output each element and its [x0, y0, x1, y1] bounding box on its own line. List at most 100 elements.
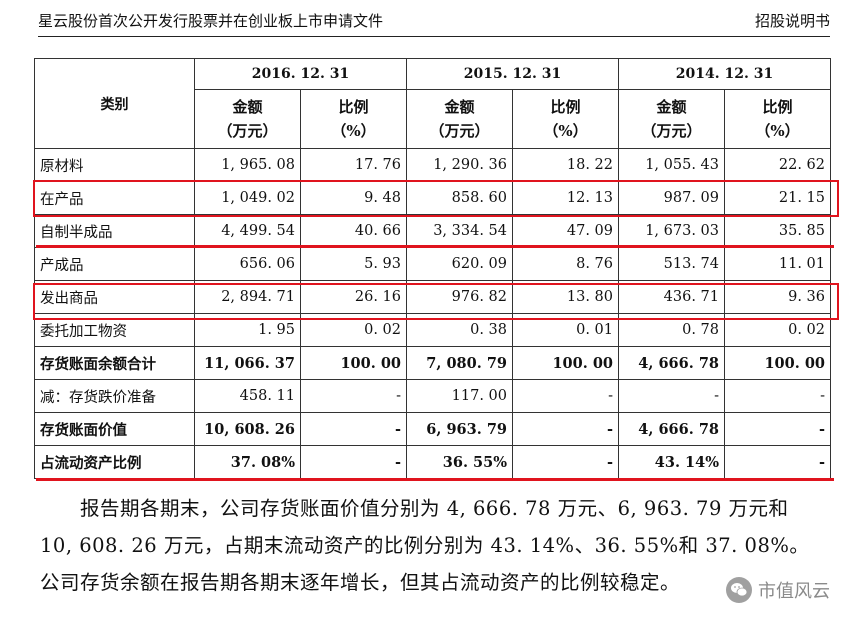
table-cell: 0. 38: [406, 313, 513, 347]
table-cell: 976. 82: [406, 280, 513, 314]
wechat-icon: [726, 577, 752, 603]
table-row-wip: 在产品 1, 049. 02 9. 48 858. 60 12. 13 987.…: [34, 181, 831, 215]
year-header-2014: 2014. 12. 31: [618, 58, 831, 90]
table-cell: 40. 66: [300, 214, 407, 248]
paragraph-line: 报告期各期末，公司存货账面价值分别为 4, 666. 78 万元、6, 963.…: [80, 497, 789, 520]
table-cell: 4, 499. 54: [194, 214, 301, 248]
table-cell: 100. 00: [512, 346, 619, 380]
table-row-finished-goods: 产成品 656. 06 5. 93 620. 09 8. 76 513. 74 …: [34, 247, 831, 281]
table-cell: 1, 673. 03: [618, 214, 725, 248]
table-row-impairment: 减：存货跌价准备 458. 11 - 117. 00 - - -: [34, 379, 831, 413]
summary-paragraph: 报告期各期末，公司存货账面价值分别为 4, 666. 78 万元、6, 963.…: [40, 490, 840, 601]
table-cell: 100. 00: [300, 346, 407, 380]
table-cell: -: [512, 379, 619, 413]
row-label: 原材料: [34, 148, 195, 182]
table-cell: -: [724, 379, 831, 413]
table-row-semi-finished: 自制半成品 4, 499. 54 40. 66 3, 334. 54 47. 0…: [34, 214, 831, 248]
table-cell: 8. 76: [512, 247, 619, 281]
amount-header: 金额 （万元）: [406, 89, 513, 149]
ratio-header: 比例 （%）: [512, 89, 619, 149]
table-cell: 9. 36: [724, 280, 831, 314]
table-row-goods-shipped: 发出商品 2, 894. 71 26. 16 976. 82 13. 80 43…: [34, 280, 831, 314]
table-cell: 12. 13: [512, 181, 619, 215]
table-cell: -: [724, 412, 831, 446]
table-cell: 47. 09: [512, 214, 619, 248]
table-cell: 117. 00: [406, 379, 513, 413]
table-cell: -: [512, 412, 619, 446]
red-underline-current-asset-ratio: [36, 478, 834, 481]
table-row-current-asset-ratio: 占流动资产比例 37. 08% - 36. 55% - 43. 14% -: [34, 445, 831, 479]
table-cell: 858. 60: [406, 181, 513, 215]
table-cell: 26. 16: [300, 280, 407, 314]
table-cell: 18. 22: [512, 148, 619, 182]
row-label: 自制半成品: [34, 214, 195, 248]
table-cell: 1, 049. 02: [194, 181, 301, 215]
year-header-2016: 2016. 12. 31: [194, 58, 407, 90]
table-cell: 656. 06: [194, 247, 301, 281]
watermark-text: 市值风云: [758, 581, 830, 602]
table-cell: 513. 74: [618, 247, 725, 281]
table-cell: 11. 01: [724, 247, 831, 281]
table-cell: 0. 01: [512, 313, 619, 347]
row-label: 占流动资产比例: [34, 445, 195, 479]
table-cell: 458. 11: [194, 379, 301, 413]
document-type: 招股说明书: [754, 12, 830, 30]
table-cell: -: [300, 412, 407, 446]
row-label: 存货账面余额合计: [34, 346, 195, 380]
table-cell: 35. 85: [724, 214, 831, 248]
table-cell: 37. 08%: [194, 445, 301, 479]
row-label: 产成品: [34, 247, 195, 281]
amount-header: 金额 （万元）: [194, 89, 301, 149]
row-label: 减：存货跌价准备: [34, 379, 195, 413]
table-cell: 43. 14%: [618, 445, 725, 479]
table-cell: 4, 666. 78: [618, 346, 725, 380]
table-cell: 9. 48: [300, 181, 407, 215]
paragraph-line: 10, 608. 26 万元，占期末流动资产的比例分别为 43. 14%、36.…: [40, 534, 810, 557]
table-row-gross-total: 存货账面余额合计 11, 066. 37 100. 00 7, 080. 79 …: [34, 346, 831, 380]
table-cell: -: [512, 445, 619, 479]
table-cell: 5. 93: [300, 247, 407, 281]
document-title: 星云股份首次公开发行股票并在创业板上市申请文件: [38, 12, 384, 30]
table-cell: 7, 080. 79: [406, 346, 513, 380]
table-cell: 17. 76: [300, 148, 407, 182]
table-cell: 987. 09: [618, 181, 725, 215]
table-cell: 13. 80: [512, 280, 619, 314]
ratio-header: 比例 （%）: [300, 89, 407, 149]
table-row-raw-materials: 原材料 1, 965. 08 17. 76 1, 290. 36 18. 22 …: [34, 148, 831, 182]
row-label: 委托加工物资: [34, 313, 195, 347]
table-cell: 21. 15: [724, 181, 831, 215]
table-cell: 620. 09: [406, 247, 513, 281]
table-row-net-value: 存货账面价值 10, 608. 26 - 6, 963. 79 - 4, 666…: [34, 412, 831, 446]
category-header: 类别: [34, 58, 195, 149]
table-cell: 2, 894. 71: [194, 280, 301, 314]
watermark: 市值风云: [726, 574, 844, 606]
paragraph-line: 公司存货余额在报告期各期末逐年增长，但其占流动资产的比例较稳定。: [40, 571, 681, 594]
table-cell: -: [724, 445, 831, 479]
amount-header: 金额 （万元）: [618, 89, 725, 149]
table-cell: 4, 666. 78: [618, 412, 725, 446]
table-cell: 6, 963. 79: [406, 412, 513, 446]
row-label: 存货账面价值: [34, 412, 195, 446]
table-cell: 11, 066. 37: [194, 346, 301, 380]
ratio-header: 比例 （%）: [724, 89, 831, 149]
table-cell: 1, 965. 08: [194, 148, 301, 182]
table-cell: -: [300, 379, 407, 413]
table-cell: 1. 95: [194, 313, 301, 347]
table-cell: 100. 00: [724, 346, 831, 380]
table-row-consigned-materials: 委托加工物资 1. 95 0. 02 0. 38 0. 01 0. 78 0. …: [34, 313, 831, 347]
table-cell: 1, 055. 43: [618, 148, 725, 182]
page-header: 星云股份首次公开发行股票并在创业板上市申请文件 招股说明书: [38, 8, 830, 37]
row-label: 在产品: [34, 181, 195, 215]
red-underline-semi-finished: [36, 245, 834, 248]
row-label: 发出商品: [34, 280, 195, 314]
table-cell: 36. 55%: [406, 445, 513, 479]
table-cell: 0. 02: [724, 313, 831, 347]
table-cell: -: [618, 379, 725, 413]
inventory-table: 类别 2016. 12. 31 2015. 12. 31 2014. 12. 3…: [34, 58, 831, 479]
table-cell: -: [300, 445, 407, 479]
table-cell: 436. 71: [618, 280, 725, 314]
table-cell: 1, 290. 36: [406, 148, 513, 182]
year-header-2015: 2015. 12. 31: [406, 58, 619, 90]
table-cell: 0. 78: [618, 313, 725, 347]
table-cell: 10, 608. 26: [194, 412, 301, 446]
